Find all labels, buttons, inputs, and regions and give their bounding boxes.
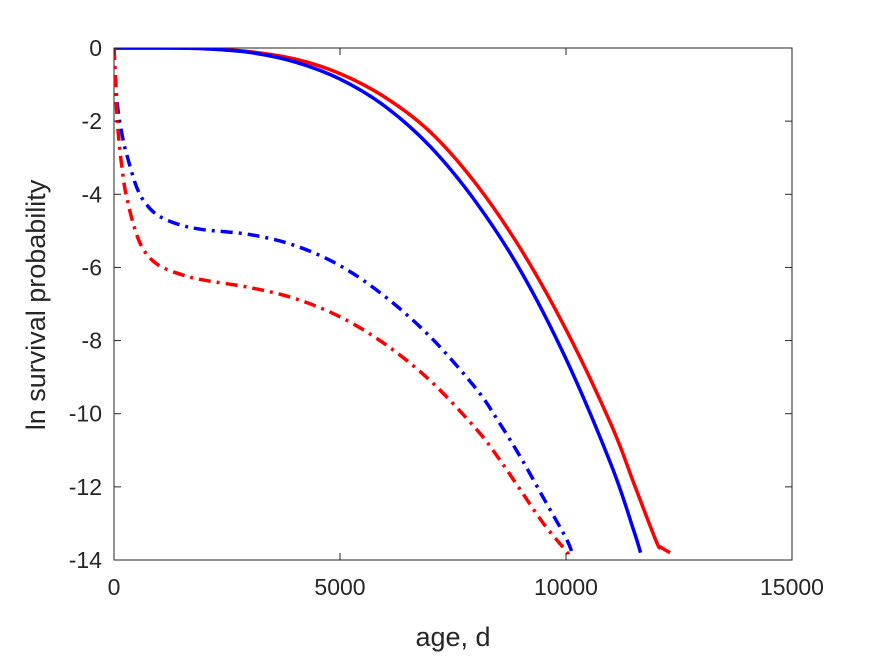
y-tick-label: -4	[82, 181, 103, 207]
y-tick-label: -14	[69, 547, 102, 573]
x-tick-label: 5000	[314, 574, 365, 600]
y-tick-label: -12	[69, 474, 102, 500]
ticks-layer: 0 5000 10000 15000 0 -2 -4 -6 -8 -10 -12 -14	[69, 35, 824, 600]
y-tick-label: 0	[89, 35, 102, 61]
y-tick-label: -8	[82, 328, 102, 354]
y-tick-label: -6	[82, 254, 102, 280]
series-layer	[114, 48, 671, 557]
x-tick-label: 0	[108, 574, 121, 600]
x-tick-label: 10000	[534, 574, 598, 600]
y-tick-label: -10	[69, 401, 102, 427]
y-axis-label: ln survival probability	[21, 179, 51, 430]
y-tick-label: -2	[82, 108, 102, 134]
series-line-3	[114, 48, 575, 556]
x-axis-label: age, d	[415, 622, 490, 652]
x-tick-label: 15000	[760, 574, 824, 600]
series-line-4	[114, 48, 571, 557]
plot-area	[113, 47, 793, 561]
series-line-2	[114, 48, 643, 554]
plot-frame	[113, 47, 793, 561]
